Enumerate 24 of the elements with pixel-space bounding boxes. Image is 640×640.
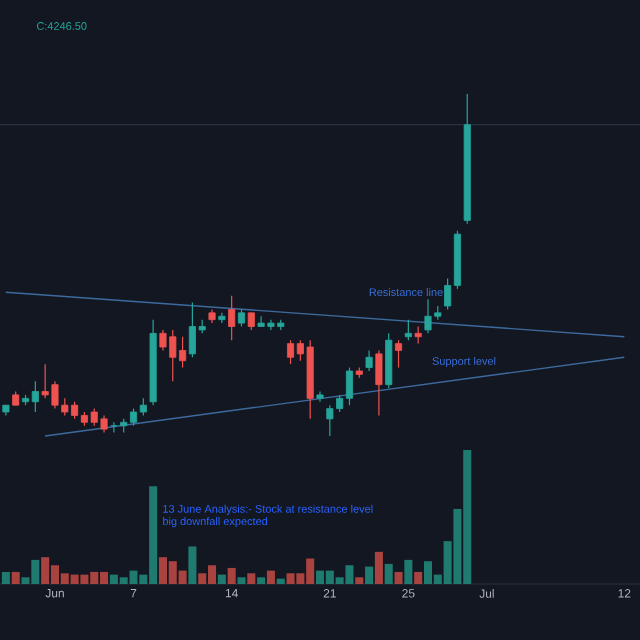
bar — [404, 559, 413, 584]
bar — [11, 571, 20, 584]
bar — [247, 573, 256, 584]
candlestick — [385, 332, 393, 389]
bar — [217, 574, 226, 584]
bar — [394, 571, 403, 584]
bar — [257, 577, 266, 584]
candlestick — [316, 390, 324, 403]
bar — [188, 546, 197, 584]
bar — [384, 563, 393, 584]
candlestick — [375, 349, 383, 417]
bar — [266, 570, 275, 584]
bar — [237, 577, 246, 584]
candlestick — [365, 349, 373, 372]
bar — [355, 577, 364, 584]
candlestick — [404, 319, 412, 341]
bar — [374, 551, 383, 584]
bar — [365, 566, 374, 584]
candlestick — [228, 295, 236, 341]
bar — [1, 571, 10, 584]
bar — [276, 578, 285, 584]
bar — [414, 571, 423, 584]
bar — [227, 567, 236, 584]
candlestick — [395, 339, 403, 369]
